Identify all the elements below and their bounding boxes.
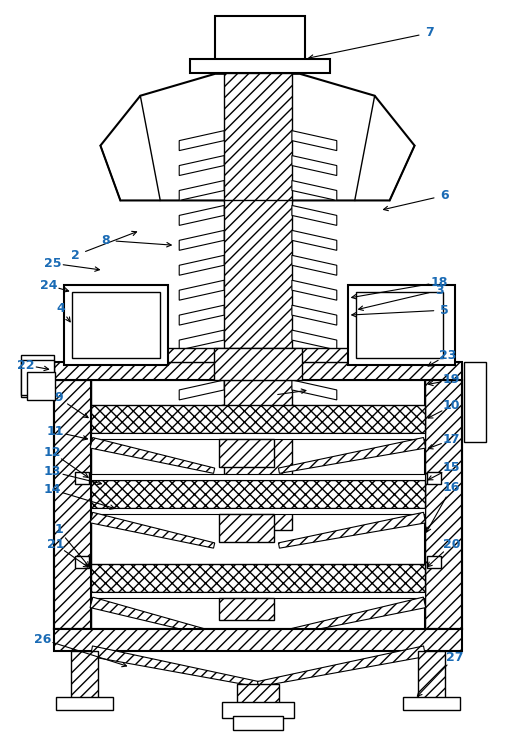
Bar — [91, 433, 425, 439]
Polygon shape — [179, 181, 224, 200]
Bar — [76, 556, 89, 568]
Bar — [56, 697, 114, 710]
Text: 10: 10 — [443, 399, 460, 413]
Text: 22: 22 — [17, 358, 34, 371]
Bar — [222, 702, 294, 718]
Bar — [427, 556, 440, 568]
Polygon shape — [90, 512, 215, 548]
Bar — [53, 629, 463, 652]
Bar — [425, 380, 463, 629]
Bar — [356, 292, 444, 358]
Polygon shape — [292, 280, 337, 300]
Polygon shape — [90, 438, 215, 473]
Polygon shape — [292, 305, 337, 325]
Text: 7: 7 — [425, 27, 434, 39]
Bar — [21, 360, 53, 395]
Bar — [91, 480, 425, 508]
Text: 21: 21 — [47, 538, 64, 551]
Bar — [233, 716, 283, 730]
Polygon shape — [179, 280, 224, 300]
Polygon shape — [179, 231, 224, 251]
Polygon shape — [179, 255, 224, 275]
Bar — [76, 472, 89, 483]
Bar — [21, 355, 53, 397]
Polygon shape — [292, 181, 337, 200]
Text: 11: 11 — [47, 425, 64, 439]
Bar — [91, 593, 425, 598]
Text: 19: 19 — [443, 374, 460, 386]
Polygon shape — [292, 206, 337, 226]
Polygon shape — [292, 405, 337, 425]
Bar — [215, 16, 305, 61]
Text: 1: 1 — [54, 523, 63, 536]
Bar — [53, 380, 91, 629]
Bar — [214, 348, 302, 380]
Bar — [224, 200, 292, 530]
Text: 20: 20 — [443, 538, 460, 551]
Polygon shape — [292, 156, 337, 175]
Text: 6: 6 — [440, 189, 449, 202]
Bar — [64, 285, 168, 365]
Bar — [91, 405, 425, 433]
Polygon shape — [179, 405, 224, 425]
Polygon shape — [258, 646, 426, 687]
Text: 17: 17 — [443, 433, 460, 447]
Text: 9: 9 — [54, 391, 63, 405]
Text: 27: 27 — [446, 651, 463, 664]
Text: 4: 4 — [56, 301, 65, 315]
Bar — [219, 439, 274, 467]
Text: 13: 13 — [44, 465, 61, 478]
Polygon shape — [100, 74, 415, 200]
Text: 15: 15 — [443, 461, 460, 474]
Text: 14: 14 — [44, 483, 61, 496]
Polygon shape — [292, 355, 337, 375]
Bar — [465, 362, 486, 441]
Polygon shape — [292, 330, 337, 350]
Bar — [224, 73, 292, 203]
Polygon shape — [179, 355, 224, 375]
Text: 24: 24 — [40, 279, 58, 292]
Polygon shape — [179, 206, 224, 226]
Bar — [402, 697, 461, 710]
Text: 18: 18 — [431, 276, 448, 289]
Polygon shape — [279, 597, 426, 637]
Text: 3: 3 — [435, 284, 444, 297]
Polygon shape — [292, 231, 337, 251]
Bar — [91, 474, 425, 480]
Bar — [27, 372, 54, 400]
Polygon shape — [90, 597, 215, 637]
Bar — [348, 285, 455, 365]
Polygon shape — [279, 438, 426, 473]
Bar — [417, 652, 446, 699]
Bar — [72, 292, 160, 358]
Polygon shape — [179, 305, 224, 325]
Bar — [427, 472, 440, 483]
Text: 5: 5 — [440, 304, 449, 317]
Bar — [91, 565, 425, 593]
Polygon shape — [292, 130, 337, 150]
Bar — [237, 684, 279, 704]
Text: 26: 26 — [34, 633, 51, 646]
Text: 8: 8 — [101, 234, 109, 247]
Text: 12: 12 — [44, 447, 61, 459]
Text: 16: 16 — [443, 481, 460, 495]
Bar — [91, 348, 425, 362]
Text: 2: 2 — [71, 249, 80, 262]
Bar — [190, 59, 330, 73]
Text: 25: 25 — [44, 256, 61, 270]
Polygon shape — [279, 512, 426, 548]
Bar — [53, 362, 463, 380]
Bar — [70, 652, 98, 699]
Bar — [91, 508, 425, 514]
Polygon shape — [292, 380, 337, 400]
Polygon shape — [179, 156, 224, 175]
Polygon shape — [179, 380, 224, 400]
Text: 23: 23 — [439, 349, 456, 362]
Bar — [219, 598, 274, 621]
Polygon shape — [179, 130, 224, 150]
Polygon shape — [179, 330, 224, 350]
Polygon shape — [292, 255, 337, 275]
Bar — [219, 514, 274, 542]
Polygon shape — [90, 646, 259, 687]
